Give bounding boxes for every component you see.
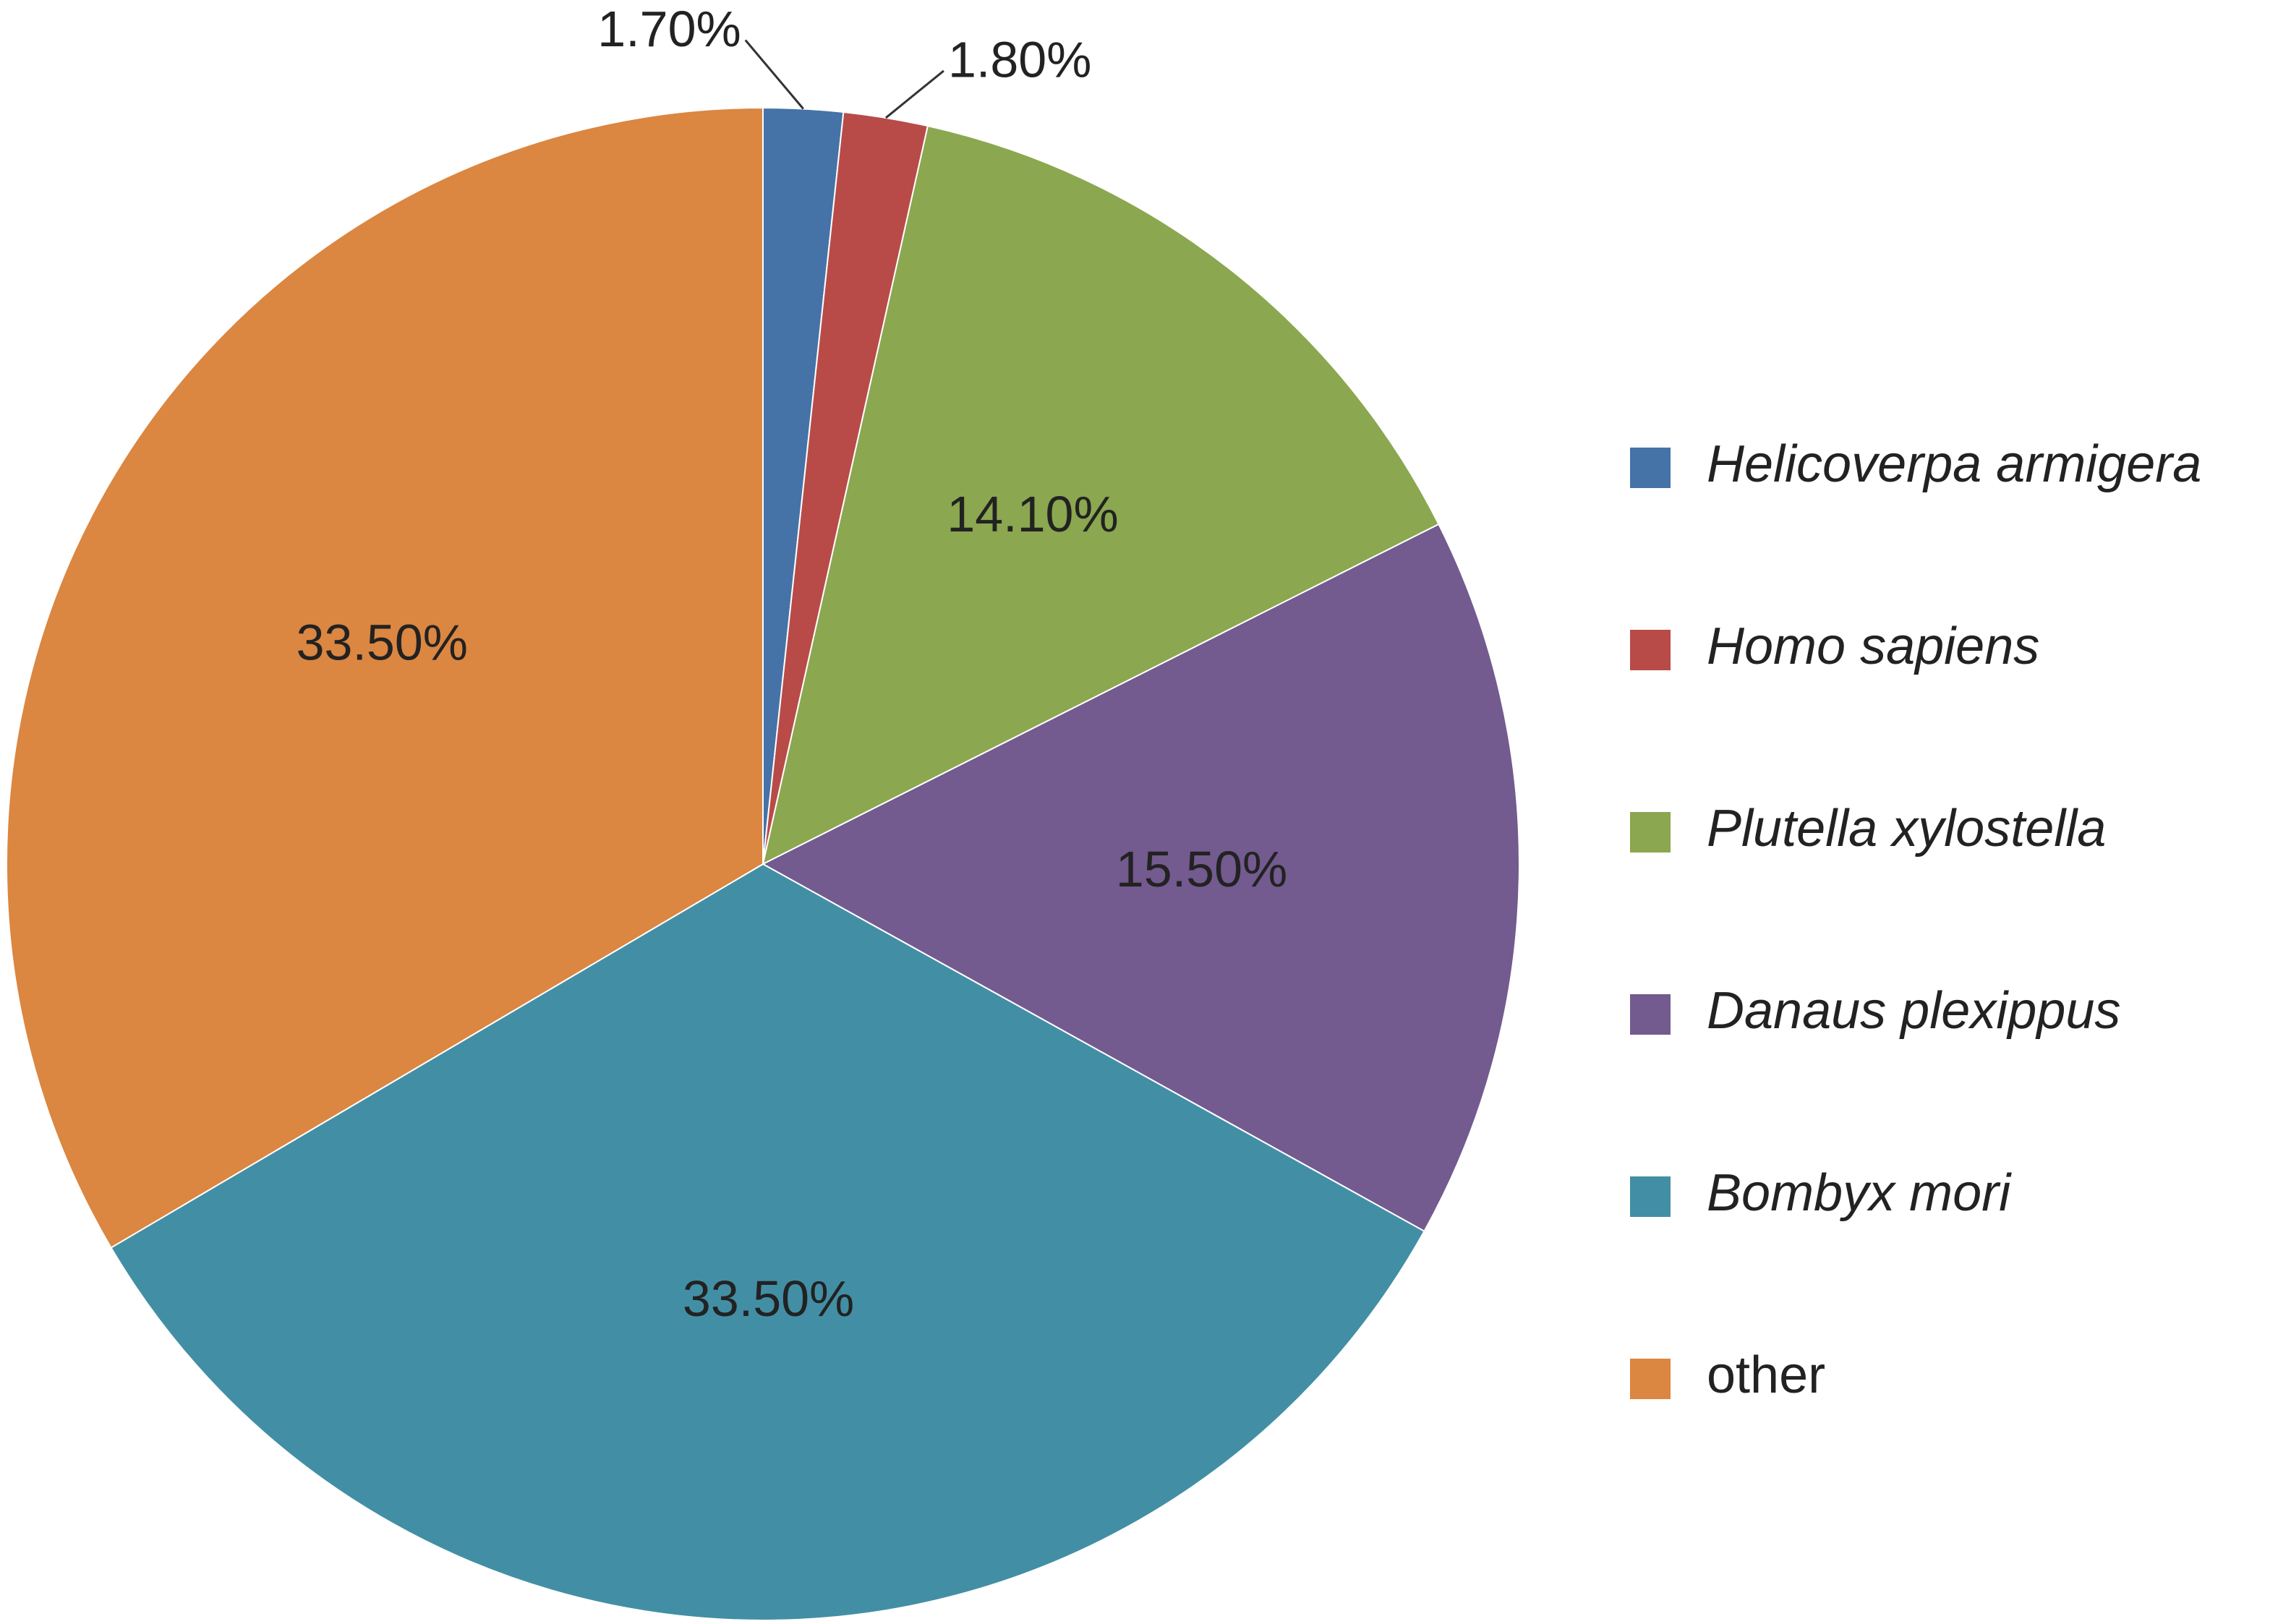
- pie-slice: [762, 124, 1440, 866]
- slice-label: 14.10%: [947, 486, 1118, 542]
- legend-label: Plutella xylostella: [1707, 800, 2106, 858]
- legend-swatch: [1630, 812, 1671, 852]
- legend-label: Helicoverpa armigera: [1707, 435, 2201, 493]
- slice-label: 33.50%: [683, 1270, 854, 1327]
- legend-swatch: [1630, 1176, 1671, 1217]
- legend-swatch: [1630, 994, 1671, 1035]
- slice-label: 1.70%: [597, 1, 741, 57]
- slice-label: 15.50%: [1116, 841, 1287, 897]
- legend-label: Homo sapiens: [1707, 617, 2039, 675]
- legend-label: Bombyx mori: [1707, 1164, 2012, 1222]
- leader-line: [744, 39, 804, 110]
- legend-swatch: [1630, 448, 1671, 488]
- pie-slice: [6, 106, 764, 1249]
- slice-label: 33.50%: [297, 614, 468, 670]
- pie-slice: [761, 523, 1520, 1233]
- legend-label: other: [1707, 1346, 1825, 1404]
- slice-label: 1.80%: [948, 31, 1091, 87]
- leader-line: [885, 69, 944, 119]
- legend-label: Danaus plexippus: [1707, 982, 2120, 1040]
- legend-swatch: [1630, 1359, 1671, 1399]
- legend-swatch: [1630, 630, 1671, 670]
- pie-slice: [110, 863, 1425, 1621]
